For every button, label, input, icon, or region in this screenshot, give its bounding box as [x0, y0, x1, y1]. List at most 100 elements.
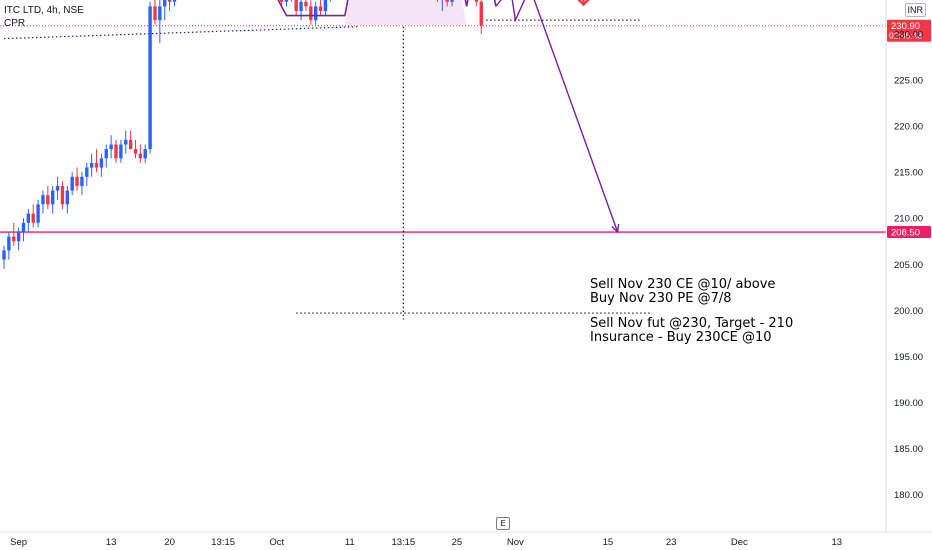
candle — [163, 0, 167, 21]
candle — [41, 190, 45, 214]
candle-body — [318, 6, 323, 11]
candle — [450, 0, 454, 7]
x-tick-label: 23 — [666, 537, 677, 548]
currency-badge[interactable]: INR — [904, 3, 926, 17]
price-level-tag — [887, 226, 931, 239]
candle — [75, 167, 79, 191]
y-tick-label: 220.00 — [894, 122, 923, 133]
candle-body — [60, 185, 65, 205]
candle-body — [21, 222, 26, 233]
trade-note-futures: Sell Nov fut @230, Target - 210 Insuranc… — [590, 317, 793, 345]
candle-body — [309, 6, 313, 21]
candle-body — [153, 6, 157, 21]
candle — [31, 204, 35, 228]
candle-body — [158, 6, 162, 21]
candle — [329, 0, 331, 2]
x-tick-label: 13:15 — [391, 537, 415, 548]
symbol-title[interactable]: ITC LTD, 4h, NSE — [4, 5, 84, 16]
candle-body — [163, 0, 167, 7]
candle-body — [114, 144, 118, 159]
x-tick-label: 13:15 — [211, 537, 235, 548]
candle-body — [313, 6, 318, 21]
candle-body — [299, 1, 303, 11]
note-line: Sell Nov 230 CE @10/ above — [590, 277, 776, 292]
candle — [138, 144, 143, 163]
y-tick-label: 215.00 — [894, 168, 923, 179]
candle-body — [167, 0, 172, 2]
candle-body — [445, 0, 449, 2]
candle — [65, 185, 70, 214]
sell-arrow-marker — [577, 0, 590, 7]
candle-body — [133, 149, 138, 154]
note-line: Sell Nov fut @230, Target - 210 — [590, 316, 794, 331]
candle — [128, 130, 133, 150]
indicator-label[interactable]: CPR — [4, 18, 26, 29]
candle-body — [99, 158, 104, 168]
candle — [16, 227, 21, 251]
candle-body — [284, 0, 289, 2]
candle — [70, 172, 74, 196]
candle — [304, 0, 308, 11]
candle — [94, 149, 99, 173]
y-tick-label: 180.00 — [894, 490, 923, 501]
candle-body — [51, 190, 55, 205]
x-tick-label: 11 — [345, 537, 355, 548]
candle-body — [104, 149, 108, 159]
price-level-value: 208.50 — [891, 228, 920, 239]
candle — [109, 135, 113, 159]
candle — [46, 185, 50, 209]
candle-body — [16, 232, 21, 242]
candle — [290, 0, 292, 2]
candle — [167, 0, 172, 11]
legend: ITC LTD, 4h, NSE CPR — [4, 4, 84, 30]
candle-body — [65, 190, 70, 205]
candle — [89, 153, 94, 177]
y-tick-label: 210.00 — [894, 214, 923, 225]
candle — [279, 0, 284, 7]
candle-body — [41, 195, 45, 205]
candle — [284, 0, 289, 7]
candle — [158, 0, 162, 44]
candle-body — [143, 149, 147, 159]
candle-body — [119, 144, 123, 159]
candle — [153, 0, 157, 25]
candle-body — [294, 0, 298, 11]
candle — [36, 199, 40, 228]
candle-body — [128, 139, 133, 150]
candle-body — [279, 0, 284, 2]
candle-body — [109, 144, 113, 150]
last-price-tag — [887, 19, 931, 42]
candle-body — [31, 213, 35, 223]
candle — [148, 1, 152, 154]
candle — [172, 0, 177, 7]
x-tick-label: 13 — [106, 537, 117, 548]
candle — [479, 0, 483, 34]
candle-body — [323, 0, 328, 11]
candle — [445, 0, 449, 7]
candle-body — [479, 1, 483, 26]
candle-body — [46, 195, 50, 205]
candle-body — [138, 153, 143, 159]
candle — [133, 139, 138, 159]
candle — [474, 0, 479, 7]
neckline-dotted — [3, 26, 360, 40]
events-button[interactable]: E — [496, 517, 510, 530]
candle — [143, 144, 147, 163]
candle — [85, 162, 89, 186]
candle-body — [80, 176, 84, 186]
note-line: Insurance - Buy 230CE @10 — [590, 330, 772, 345]
candle — [26, 208, 31, 233]
candle — [323, 0, 328, 16]
trade-note-options: Sell Nov 230 CE @10/ above Buy Nov 230 P… — [590, 278, 775, 306]
head-triangle-fill — [344, 0, 467, 25]
projection-path — [495, 0, 619, 233]
candle-body — [7, 236, 11, 251]
candle — [7, 232, 11, 260]
note-line: Buy Nov 230 PE @7/8 — [590, 291, 732, 306]
x-tick-label: 15 — [603, 537, 614, 548]
candle-body — [304, 1, 308, 7]
candle — [441, 0, 443, 11]
candle — [12, 222, 16, 246]
